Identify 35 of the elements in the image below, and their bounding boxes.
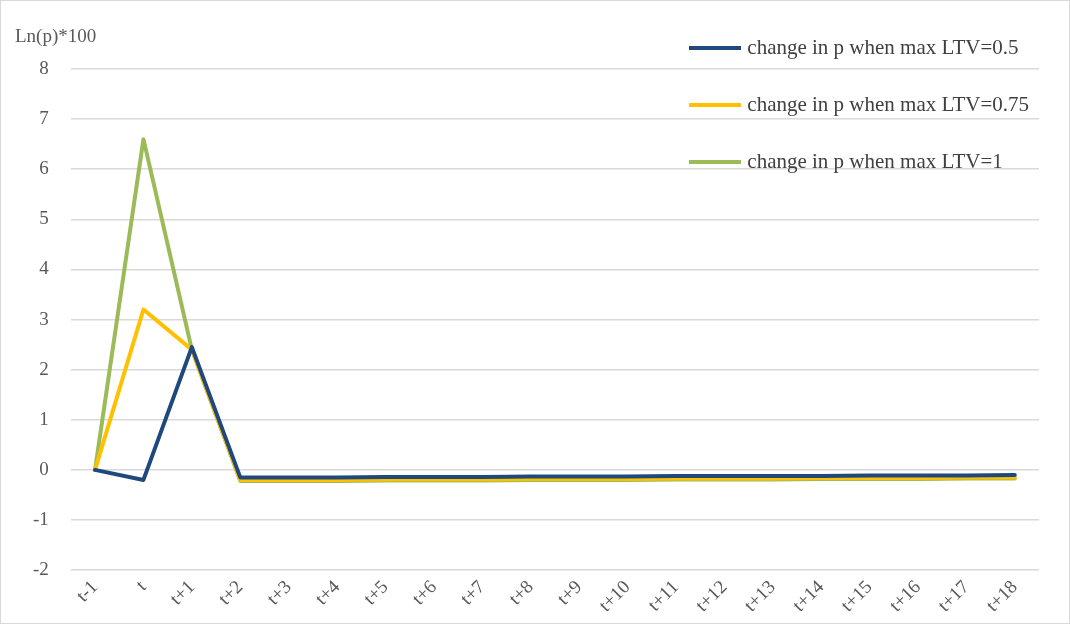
x-tick-label: t+6 [407,575,441,609]
x-tick-label: t+14 [787,575,828,616]
y-tick-label: 5 [39,207,49,229]
x-tick-label: t+18 [981,575,1022,616]
x-tick-label: t+1 [165,575,199,609]
legend-label: change in p when max LTV=0.75 [747,92,1029,117]
x-tick-label: t+5 [358,575,392,609]
x-tick-label: t+12 [691,575,731,616]
y-tick-label: 8 [39,56,49,78]
x-tick-label: t-1 [71,575,102,606]
y-tick-label: 3 [39,307,49,329]
x-tick-label: t+13 [739,575,780,616]
legend-label: change in p when max LTV=0.5 [747,35,1019,60]
x-tick-label: t+3 [262,575,296,609]
x-tick-label: t+10 [594,575,634,616]
y-tick-label: 7 [39,107,49,129]
y-tick-label: 0 [39,457,49,479]
x-tick-label: t+11 [643,575,683,615]
legend-label: change in p when max LTV=1 [747,149,1003,174]
x-tick-label: t+15 [836,575,876,616]
x-tick-label: t+17 [933,575,973,616]
y-tick-label: -2 [33,558,49,580]
x-tick-label: t [131,575,151,595]
x-tick-label: t+4 [310,575,344,609]
y-tick-label: -1 [33,508,49,529]
x-tick-label: t+7 [455,575,489,609]
y-tick-label: 1 [39,407,49,429]
x-tick-label: t+16 [884,575,925,616]
x-tick-label: t+9 [552,575,586,609]
x-tick-label: t+2 [213,575,247,609]
y-tick-label: 4 [39,257,50,279]
y-tick-label: 6 [39,157,49,179]
y-axis-title: Ln(p)*100 [15,25,97,47]
y-tick-label: 2 [39,357,49,379]
x-tick-label: t+8 [504,575,538,609]
